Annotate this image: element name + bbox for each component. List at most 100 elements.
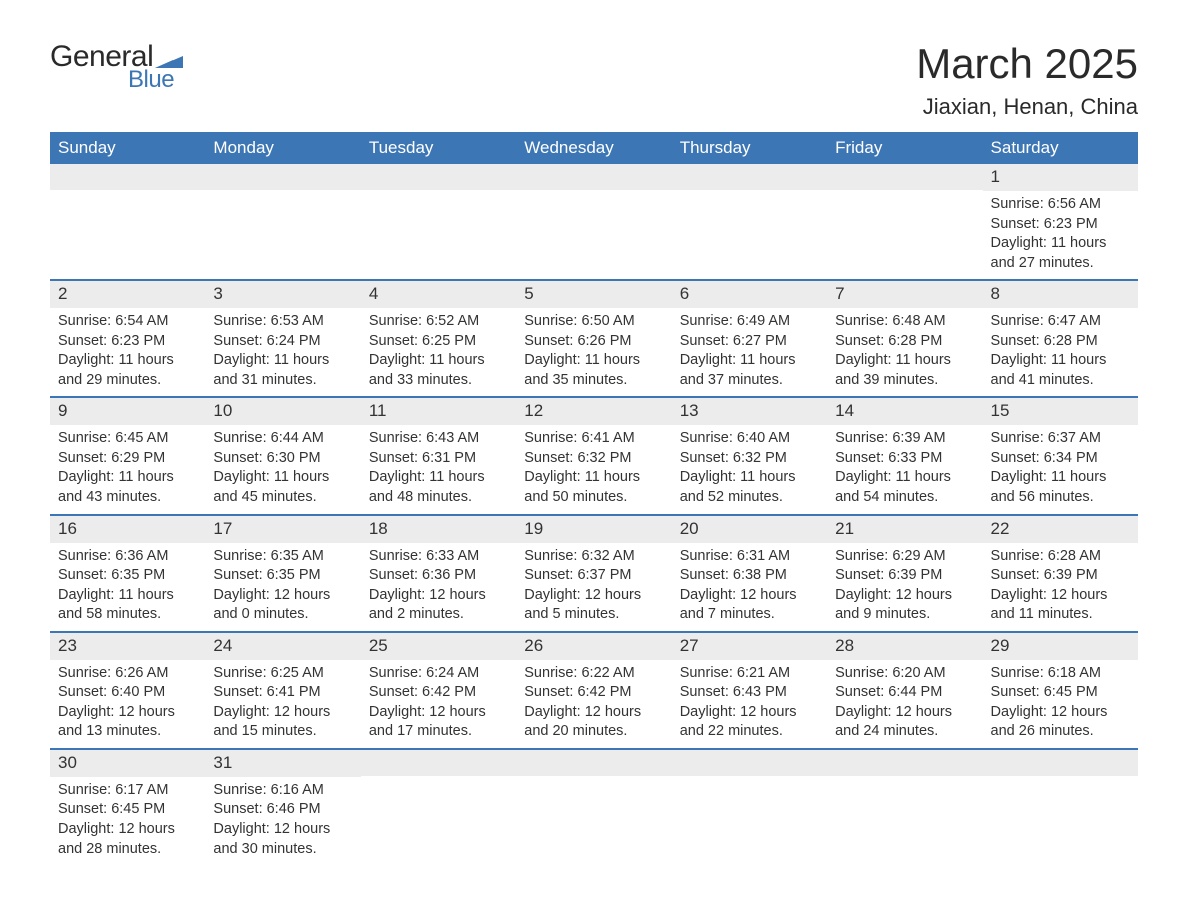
- day-cell: 16Sunrise: 6:36 AMSunset: 6:35 PMDayligh…: [50, 516, 205, 631]
- day-cell: 2Sunrise: 6:54 AMSunset: 6:23 PMDaylight…: [50, 281, 205, 396]
- daylight-line1: Daylight: 11 hours: [680, 351, 819, 371]
- sunset-line: Sunset: 6:45 PM: [58, 800, 197, 820]
- day-cell: 7Sunrise: 6:48 AMSunset: 6:28 PMDaylight…: [827, 281, 982, 396]
- brand-logo: General Blue: [50, 40, 183, 94]
- daylight-line1: Daylight: 12 hours: [991, 703, 1130, 723]
- weekday-friday: Friday: [827, 132, 982, 164]
- week-row: 2Sunrise: 6:54 AMSunset: 6:23 PMDaylight…: [50, 279, 1138, 396]
- sunset-line: Sunset: 6:29 PM: [58, 449, 197, 469]
- daylight-line1: Daylight: 11 hours: [369, 468, 508, 488]
- sunrise-line: Sunrise: 6:54 AM: [58, 312, 197, 332]
- sunset-line: Sunset: 6:23 PM: [991, 215, 1130, 235]
- day-cell: [205, 164, 360, 279]
- daylight-line1: Daylight: 11 hours: [213, 468, 352, 488]
- day-cell: 11Sunrise: 6:43 AMSunset: 6:31 PMDayligh…: [361, 398, 516, 513]
- day-cell: [516, 750, 671, 865]
- daylight-line1: Daylight: 11 hours: [213, 351, 352, 371]
- day-cell: 26Sunrise: 6:22 AMSunset: 6:42 PMDayligh…: [516, 633, 671, 748]
- daylight-line1: Daylight: 11 hours: [524, 351, 663, 371]
- daylight-line1: Daylight: 11 hours: [58, 351, 197, 371]
- week-row: 16Sunrise: 6:36 AMSunset: 6:35 PMDayligh…: [50, 514, 1138, 631]
- week-row: 30Sunrise: 6:17 AMSunset: 6:45 PMDayligh…: [50, 748, 1138, 865]
- sunset-line: Sunset: 6:40 PM: [58, 683, 197, 703]
- day-cell: 23Sunrise: 6:26 AMSunset: 6:40 PMDayligh…: [50, 633, 205, 748]
- day-number: [827, 164, 982, 190]
- daylight-line2: and 43 minutes.: [58, 488, 197, 508]
- sunrise-line: Sunrise: 6:32 AM: [524, 547, 663, 567]
- sunrise-line: Sunrise: 6:22 AM: [524, 664, 663, 684]
- daylight-line2: and 30 minutes.: [213, 840, 352, 860]
- day-cell: 18Sunrise: 6:33 AMSunset: 6:36 PMDayligh…: [361, 516, 516, 631]
- sunrise-line: Sunrise: 6:16 AM: [213, 781, 352, 801]
- day-cell: 28Sunrise: 6:20 AMSunset: 6:44 PMDayligh…: [827, 633, 982, 748]
- sunset-line: Sunset: 6:35 PM: [213, 566, 352, 586]
- title-block: March 2025 Jiaxian, Henan, China: [916, 40, 1138, 120]
- day-number: [205, 164, 360, 190]
- daylight-line2: and 28 minutes.: [58, 840, 197, 860]
- day-number: [827, 750, 982, 776]
- daylight-line2: and 37 minutes.: [680, 371, 819, 391]
- sunrise-line: Sunrise: 6:52 AM: [369, 312, 508, 332]
- day-cell: 29Sunrise: 6:18 AMSunset: 6:45 PMDayligh…: [983, 633, 1138, 748]
- day-cell: [516, 164, 671, 279]
- day-cell: [827, 750, 982, 865]
- weekday-saturday: Saturday: [983, 132, 1138, 164]
- week-row: 9Sunrise: 6:45 AMSunset: 6:29 PMDaylight…: [50, 396, 1138, 513]
- weekday-tuesday: Tuesday: [361, 132, 516, 164]
- day-number: 8: [983, 281, 1138, 308]
- sunrise-line: Sunrise: 6:24 AM: [369, 664, 508, 684]
- day-number: 29: [983, 633, 1138, 660]
- sunrise-line: Sunrise: 6:56 AM: [991, 195, 1130, 215]
- daylight-line2: and 5 minutes.: [524, 605, 663, 625]
- day-number: 24: [205, 633, 360, 660]
- week-row: 23Sunrise: 6:26 AMSunset: 6:40 PMDayligh…: [50, 631, 1138, 748]
- daylight-line2: and 58 minutes.: [58, 605, 197, 625]
- day-cell: 10Sunrise: 6:44 AMSunset: 6:30 PMDayligh…: [205, 398, 360, 513]
- sunrise-line: Sunrise: 6:17 AM: [58, 781, 197, 801]
- daylight-line1: Daylight: 12 hours: [213, 586, 352, 606]
- day-number: 21: [827, 516, 982, 543]
- day-number: 11: [361, 398, 516, 425]
- sunrise-line: Sunrise: 6:53 AM: [213, 312, 352, 332]
- day-number: 19: [516, 516, 671, 543]
- day-number: 28: [827, 633, 982, 660]
- day-cell: [361, 164, 516, 279]
- daylight-line1: Daylight: 12 hours: [213, 703, 352, 723]
- day-number: [516, 750, 671, 776]
- day-number: [983, 750, 1138, 776]
- day-cell: 3Sunrise: 6:53 AMSunset: 6:24 PMDaylight…: [205, 281, 360, 396]
- day-number: 3: [205, 281, 360, 308]
- day-number: 4: [361, 281, 516, 308]
- sunset-line: Sunset: 6:45 PM: [991, 683, 1130, 703]
- day-cell: [361, 750, 516, 865]
- daylight-line1: Daylight: 12 hours: [524, 586, 663, 606]
- daylight-line2: and 27 minutes.: [991, 254, 1130, 274]
- day-number: 2: [50, 281, 205, 308]
- day-cell: 14Sunrise: 6:39 AMSunset: 6:33 PMDayligh…: [827, 398, 982, 513]
- sunrise-line: Sunrise: 6:35 AM: [213, 547, 352, 567]
- day-number: [361, 750, 516, 776]
- day-number: [516, 164, 671, 190]
- daylight-line2: and 26 minutes.: [991, 722, 1130, 742]
- sunset-line: Sunset: 6:37 PM: [524, 566, 663, 586]
- day-number: 10: [205, 398, 360, 425]
- sunrise-line: Sunrise: 6:43 AM: [369, 429, 508, 449]
- daylight-line2: and 45 minutes.: [213, 488, 352, 508]
- week-row: 1Sunrise: 6:56 AMSunset: 6:23 PMDaylight…: [50, 164, 1138, 279]
- daylight-line1: Daylight: 11 hours: [524, 468, 663, 488]
- day-cell: 27Sunrise: 6:21 AMSunset: 6:43 PMDayligh…: [672, 633, 827, 748]
- daylight-line1: Daylight: 12 hours: [524, 703, 663, 723]
- day-number: 1: [983, 164, 1138, 191]
- daylight-line1: Daylight: 12 hours: [213, 820, 352, 840]
- sunrise-line: Sunrise: 6:21 AM: [680, 664, 819, 684]
- daylight-line2: and 7 minutes.: [680, 605, 819, 625]
- sunset-line: Sunset: 6:39 PM: [991, 566, 1130, 586]
- day-cell: 30Sunrise: 6:17 AMSunset: 6:45 PMDayligh…: [50, 750, 205, 865]
- day-number: [672, 750, 827, 776]
- sunrise-line: Sunrise: 6:33 AM: [369, 547, 508, 567]
- sunrise-line: Sunrise: 6:37 AM: [991, 429, 1130, 449]
- sunset-line: Sunset: 6:35 PM: [58, 566, 197, 586]
- sunrise-line: Sunrise: 6:48 AM: [835, 312, 974, 332]
- sunrise-line: Sunrise: 6:25 AM: [213, 664, 352, 684]
- daylight-line2: and 2 minutes.: [369, 605, 508, 625]
